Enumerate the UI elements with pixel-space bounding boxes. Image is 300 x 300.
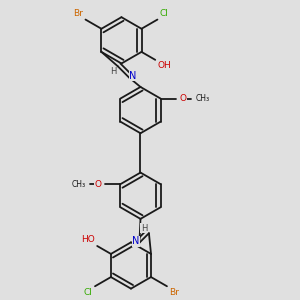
Text: H: H [110,67,116,76]
Text: Br: Br [73,9,83,18]
Text: O: O [180,94,187,103]
Text: CH₃: CH₃ [195,94,209,103]
Text: CH₃: CH₃ [71,180,85,189]
Text: Br: Br [169,288,179,297]
Text: O: O [94,180,101,189]
Text: HO: HO [81,236,95,244]
Text: Cl: Cl [84,288,92,297]
Text: N: N [129,71,136,81]
Text: OH: OH [158,61,172,70]
Text: H: H [141,224,147,233]
Text: N: N [132,236,139,246]
Text: Cl: Cl [160,9,169,18]
